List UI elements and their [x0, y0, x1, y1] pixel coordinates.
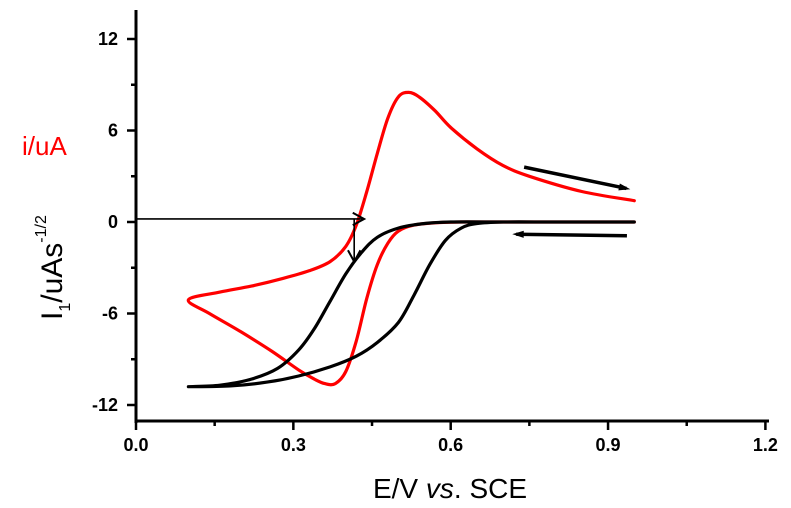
y-axis-title: I1/uAs-1/2	[33, 215, 74, 320]
y-label-sub: 1	[57, 303, 74, 312]
horizontal-arrow-head	[352, 211, 367, 227]
forward-scan-arrow	[523, 165, 627, 191]
reverse-scan-arrow-head	[512, 230, 524, 238]
x-tick-label: 1.2	[753, 435, 778, 455]
svg-text:I1/uAs-1/2: I1/uAs-1/2	[33, 215, 74, 320]
axes	[134, 10, 769, 423]
forward-scan-arrow-head	[618, 183, 631, 191]
series-group	[186, 90, 636, 389]
reverse-scan-arrow	[516, 232, 627, 238]
x-tick-label: 0.6	[438, 435, 463, 455]
annotations	[136, 165, 631, 264]
x-tick-label: 0.0	[123, 435, 148, 455]
y-label-main: I	[36, 312, 69, 320]
series-line-red	[186, 90, 636, 387]
y-tick-label: -6	[102, 304, 118, 324]
x-axis-title: E/V vs. SCE	[373, 473, 527, 504]
x-tick-label: 0.3	[281, 435, 306, 455]
series-line-black	[186, 220, 636, 389]
x-label-part1: E/V	[373, 473, 426, 504]
x-ticks: 0.0 0.3 0.6 0.9 1.2	[123, 421, 778, 455]
y-label-rest: /uAs	[36, 243, 69, 303]
y-label-sup: -1/2	[33, 215, 50, 243]
x-label-part2: vs	[426, 473, 454, 504]
vertical-arrow-head	[347, 249, 362, 264]
x-tick-label: 0.9	[596, 435, 621, 455]
y-tick-label: -12	[92, 395, 118, 415]
y-ticks: 12 6 0 -6 -12	[92, 29, 136, 415]
y-tick-label: 12	[98, 29, 118, 49]
y-tick-label: 0	[108, 212, 118, 232]
y-tick-label: 6	[108, 121, 118, 141]
y-label-secondary: i/uA	[22, 131, 67, 161]
x-label-part3: . SCE	[454, 473, 527, 504]
